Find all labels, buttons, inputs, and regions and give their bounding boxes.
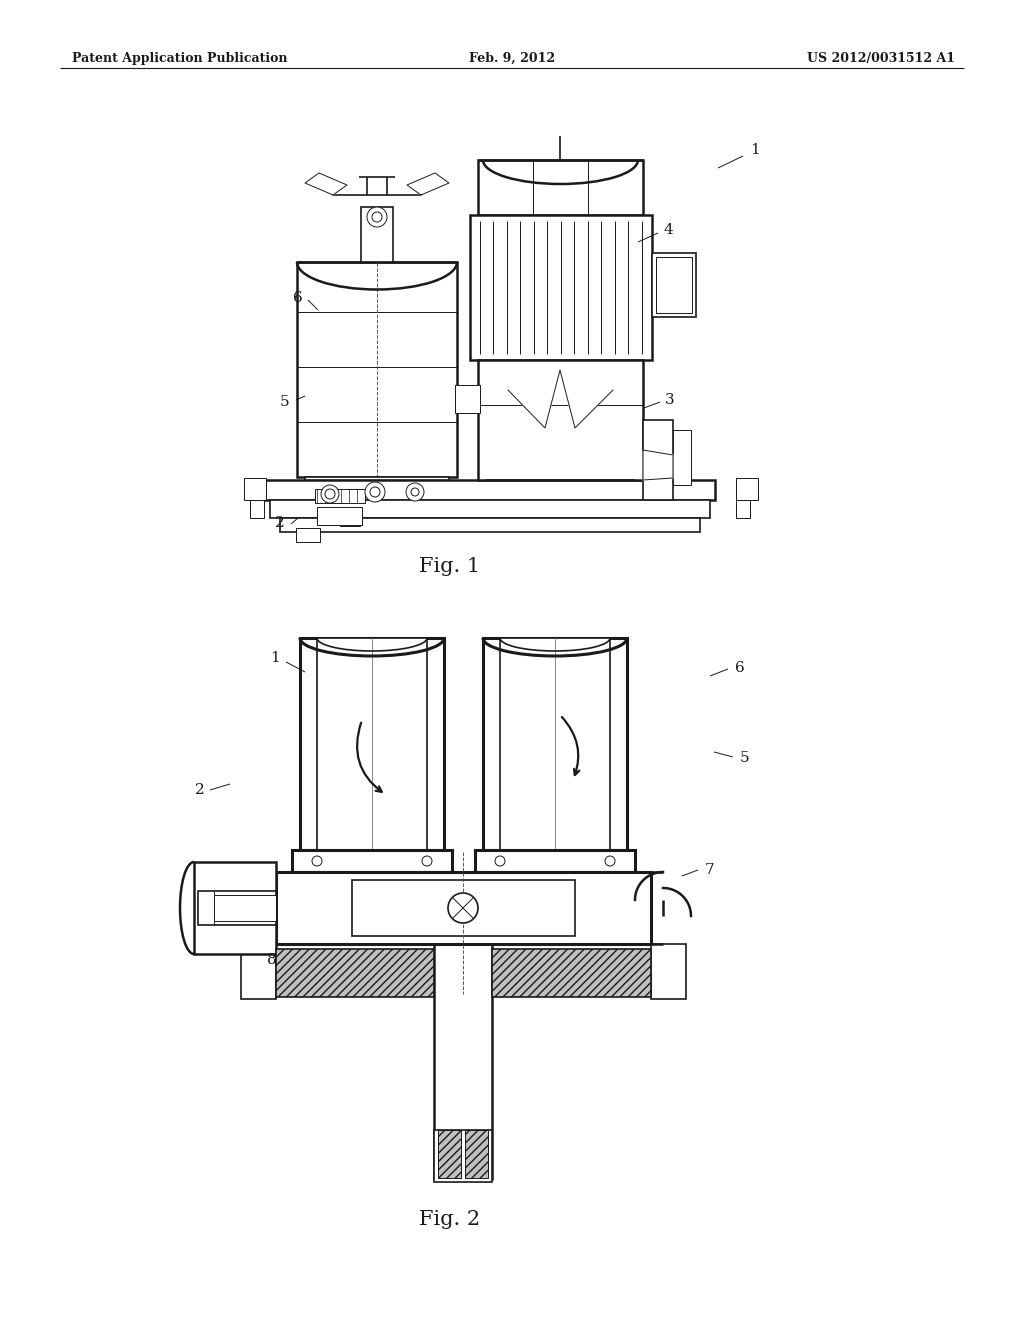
Bar [194,862,276,954]
Bar [244,478,266,500]
Circle shape [372,213,382,222]
Text: 7: 7 [706,863,715,876]
Bar [651,944,686,999]
Polygon shape [643,450,673,480]
Text: 1: 1 [751,143,760,157]
Bar [500,638,610,850]
Bar [470,215,652,360]
Bar [340,517,360,525]
Bar [250,500,264,517]
Text: 5: 5 [281,395,290,409]
Bar [352,880,575,936]
Bar [214,895,276,920]
Circle shape [495,855,505,866]
Polygon shape [407,173,449,195]
Bar [465,1130,488,1177]
Polygon shape [305,173,347,195]
Bar [455,385,480,413]
Bar [265,480,715,500]
Bar [361,207,393,261]
Bar [438,1130,461,1177]
Text: Fig. 2: Fig. 2 [420,1210,480,1229]
Bar [434,1130,492,1181]
Bar [297,261,457,477]
Bar [478,160,643,215]
Bar [292,850,452,873]
Circle shape [422,855,432,866]
Bar [270,500,710,517]
Circle shape [605,855,615,866]
Text: Feb. 9, 2012: Feb. 9, 2012 [469,51,555,65]
Bar [478,360,643,480]
Bar [736,500,750,517]
Bar [241,944,276,999]
Bar [305,477,449,480]
Circle shape [449,894,478,923]
Bar [492,949,651,997]
Bar [276,873,651,944]
Text: 6: 6 [293,290,303,305]
Bar [736,478,758,500]
Circle shape [367,207,387,227]
Bar [643,420,673,500]
Circle shape [325,488,335,499]
Text: 4: 4 [664,223,673,238]
Circle shape [406,483,424,502]
Circle shape [312,855,322,866]
Text: 6: 6 [735,661,744,675]
Bar [656,257,692,313]
Bar [300,638,444,850]
Circle shape [411,488,419,496]
Text: 8: 8 [267,953,276,968]
Polygon shape [508,370,613,428]
Text: 3: 3 [666,393,675,407]
Bar [296,528,319,543]
Bar [483,638,627,850]
Bar [280,517,700,532]
Text: 2: 2 [196,783,205,797]
Text: 5: 5 [740,751,750,766]
Bar [673,430,691,484]
Bar [317,507,362,525]
Circle shape [321,484,339,503]
Bar [276,949,434,997]
Bar [475,850,635,873]
Bar [652,253,696,317]
Bar [198,891,276,924]
Bar [317,638,427,850]
Bar [315,488,365,503]
Text: Fig. 1: Fig. 1 [420,557,480,576]
Text: 2: 2 [275,516,285,531]
Circle shape [370,487,380,498]
Circle shape [365,482,385,502]
Text: US 2012/0031512 A1: US 2012/0031512 A1 [807,51,955,65]
Text: Patent Application Publication: Patent Application Publication [72,51,288,65]
Text: 1: 1 [270,651,280,665]
